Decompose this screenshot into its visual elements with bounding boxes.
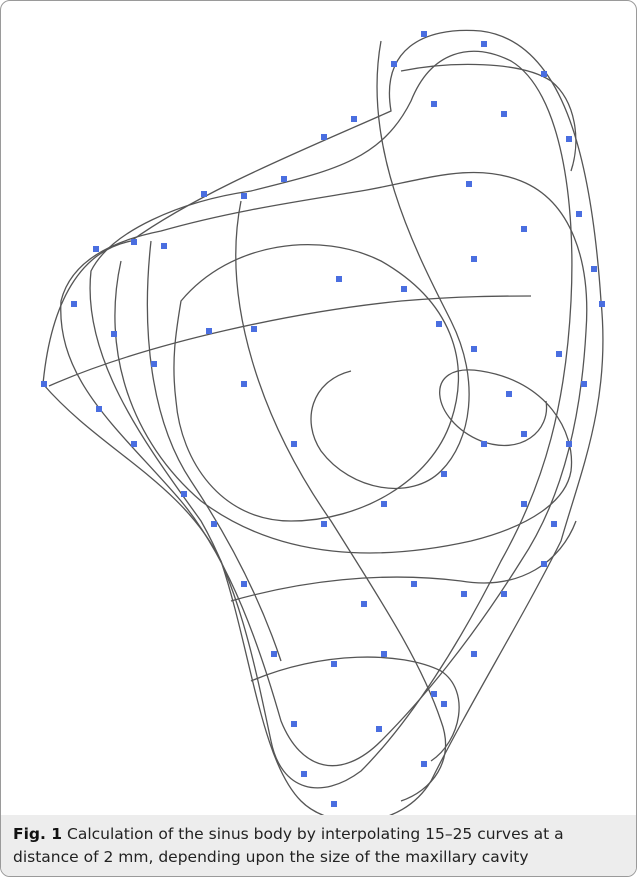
point (471, 346, 477, 352)
point (376, 726, 382, 732)
point (271, 651, 277, 657)
curve (400, 63, 577, 172)
point (381, 501, 387, 507)
point (506, 391, 512, 397)
point (599, 301, 605, 307)
curve (310, 40, 470, 490)
point (241, 381, 247, 387)
point (151, 361, 157, 367)
point (331, 661, 337, 667)
curve (89, 50, 573, 789)
point (581, 381, 587, 387)
point (381, 651, 387, 657)
point (131, 441, 137, 447)
point (301, 771, 307, 777)
point (576, 211, 582, 217)
point (321, 134, 327, 140)
point (96, 406, 102, 412)
point (401, 286, 407, 292)
point (521, 226, 527, 232)
point (481, 41, 487, 47)
point (421, 31, 427, 37)
point (251, 326, 257, 332)
point (241, 581, 247, 587)
caption-text: Calculation of the sinus body by interpo… (13, 825, 564, 866)
point (321, 521, 327, 527)
figure-label: Fig. 1 (13, 825, 63, 843)
point (521, 431, 527, 437)
point (471, 651, 477, 657)
point (441, 701, 447, 707)
point (351, 116, 357, 122)
point (206, 328, 212, 334)
point (481, 441, 487, 447)
curve (42, 29, 604, 815)
figure-caption: Fig. 1 Calculation of the sinus body by … (1, 815, 636, 876)
point (281, 176, 287, 182)
curve (173, 244, 459, 522)
point (241, 193, 247, 199)
sinus-figure (41, 29, 605, 815)
point (411, 581, 417, 587)
curve (235, 200, 447, 802)
point (201, 191, 207, 197)
point (391, 61, 397, 67)
point (361, 601, 367, 607)
point (591, 266, 597, 272)
point (541, 561, 547, 567)
point (111, 331, 117, 337)
curve (114, 260, 573, 554)
point (501, 111, 507, 117)
point (291, 721, 297, 727)
point (551, 521, 557, 527)
curve (230, 520, 577, 602)
point (291, 441, 297, 447)
point (211, 521, 217, 527)
point (521, 501, 527, 507)
point (431, 691, 437, 697)
point (181, 491, 187, 497)
point (41, 381, 47, 387)
point (331, 801, 337, 807)
point (421, 761, 427, 767)
point (441, 471, 447, 477)
curve (146, 240, 282, 662)
curve (250, 656, 460, 762)
curves (42, 29, 604, 815)
point (466, 181, 472, 187)
points (41, 31, 605, 807)
point (131, 239, 137, 245)
point (471, 256, 477, 262)
point (93, 246, 99, 252)
point (501, 591, 507, 597)
point (556, 351, 562, 357)
point (566, 136, 572, 142)
point (541, 71, 547, 77)
point (336, 276, 342, 282)
point (161, 243, 167, 249)
curve (48, 295, 532, 387)
point (566, 441, 572, 447)
point (461, 591, 467, 597)
point (431, 101, 437, 107)
point (436, 321, 442, 327)
point (71, 301, 77, 307)
